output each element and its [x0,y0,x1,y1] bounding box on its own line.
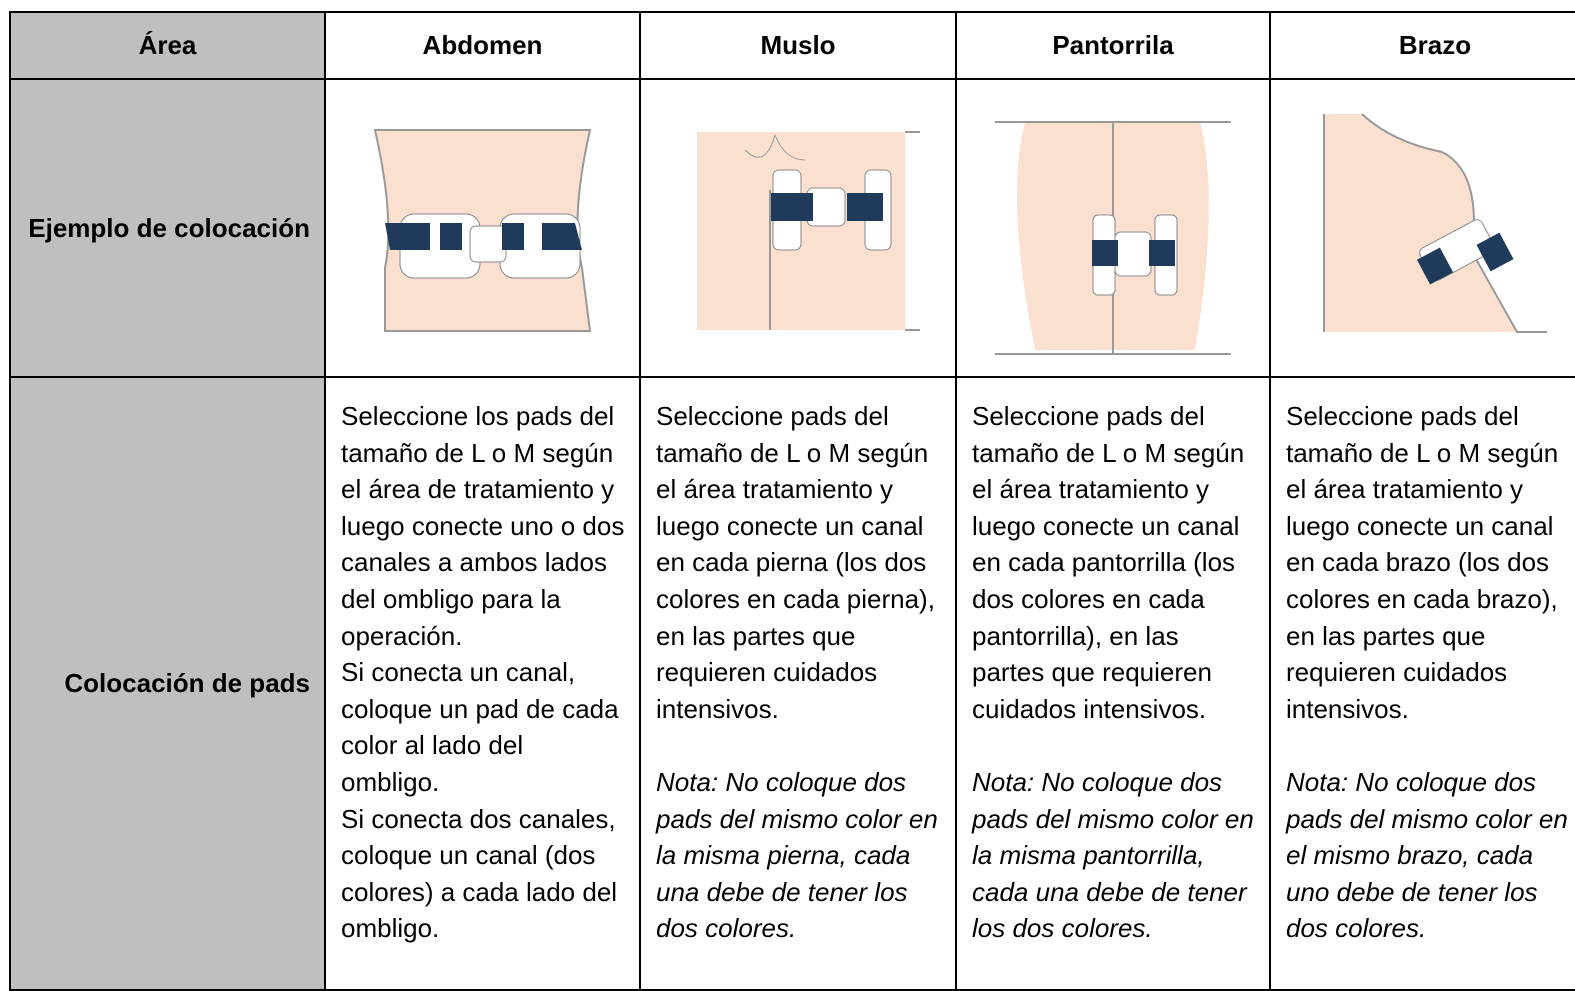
note-line: Nota: No coloque dos [972,766,1223,797]
text-line: Seleccione los pads del [341,401,615,431]
cell: Seleccione los pads del tamaño de L o M s… [324,376,641,991]
text-line: canales a ambos lados [341,547,607,578]
row-label: Colocación de pads [9,376,326,991]
text-line: requieren cuidados [1286,657,1508,688]
note-line: la misma pierna, cada [656,840,911,871]
note-line: uno debe de tener los [1286,876,1538,907]
text-line: color al lado del [341,730,524,761]
text-line: cuidados intensivos. [972,693,1207,724]
text-line: operación. [341,620,463,651]
text-line: Seleccione pads del [656,401,889,431]
column-header: Muslo [639,11,957,80]
text-line: en las partes que [1286,620,1486,651]
text-line: partes que requieren [972,657,1212,688]
calf-illustration [995,121,1231,355]
cell: Seleccione pads del tamaño de L o M según… [1269,376,1575,991]
note-line: Nota: No coloque dos [656,766,907,797]
text-line: colores) a cada lado del [341,876,618,907]
note-line: los dos colores. [972,913,1153,944]
text-line: pantorrilla), en las [972,620,1179,651]
cell: Seleccione pads del tamaño de L o M según… [639,376,957,991]
text-line: Si conecta dos canales, [341,803,616,834]
text-line: Seleccione pads del [1286,401,1519,431]
text-line: en cada pantorrilla (los [972,547,1236,578]
text-line: el área tratamiento y [1286,474,1524,505]
text-line: ombligo. [341,766,440,797]
text-line: coloque un pad de cada [341,693,619,724]
note-line: pads del mismo color en [1286,803,1568,834]
text-line: en cada brazo (los dos [1286,547,1550,578]
text-line: el área tratamiento y [972,474,1210,505]
note-line: dos colores. [656,913,797,944]
text-line: en cada pierna (los dos [656,547,927,578]
text-line: luego conecte uno o dos [341,510,625,541]
text-line: el área tratamiento y [656,474,894,505]
note-line: dos colores. [1286,913,1427,944]
text-line: del ombligo para la [341,583,561,614]
note-line: pads del mismo color en [972,803,1254,834]
note-line: pads del mismo color en [656,803,938,834]
row-header: Área [9,11,326,80]
row-label: Ejemplo de colocación [9,78,326,378]
page: Área Abdomen Muslo Pantorrila Brazo Ejemplo d… [9,11,1575,991]
text-line: dos colores en cada [972,583,1205,614]
text-line: tamaño de L o M según [656,437,929,468]
text-line: colores en cada pierna), [656,583,935,614]
text-line: luego conecte un canal [1286,510,1554,541]
text-line: tamaño de L o M según [972,437,1245,468]
column-header: Brazo [1269,11,1575,80]
note-line: Nota: No coloque dos [1286,766,1537,797]
cell: Seleccione pads del tamaño de L o M según… [955,376,1271,991]
column-header: Pantorrila [955,11,1271,80]
text-line: luego conecte un canal [972,510,1240,541]
thigh-illustration [697,131,920,331]
text-line: tamaño de L o M según [1286,437,1559,468]
text-line: requieren cuidados [656,657,878,688]
text-line: en las partes que [656,620,856,651]
text-line: coloque un canal (dos [341,840,596,871]
note-line: el mismo brazo, cada [1286,840,1534,871]
text-line: Seleccione pads del [972,401,1205,431]
text-line: tamaño de L o M según [341,437,614,468]
note-line: una debe de tener los [656,876,908,907]
text-line: el área de tratamiento y [341,474,615,505]
note-line: cada una debe de tener [972,876,1247,907]
text-line: luego conecte un canal [656,510,924,541]
text-line: colores en cada brazo), [1286,583,1558,614]
column-header: Abdomen [324,11,641,80]
text-line: intensivos. [656,693,779,724]
text-line: ombligo. [341,913,440,944]
text-line: intensivos. [1286,693,1409,724]
text-line: Si conecta un canal, [341,657,576,688]
note-line: la misma pantorrilla, [972,840,1205,871]
arm-illustration [1323,113,1547,333]
abdomen-illustration [373,129,592,332]
